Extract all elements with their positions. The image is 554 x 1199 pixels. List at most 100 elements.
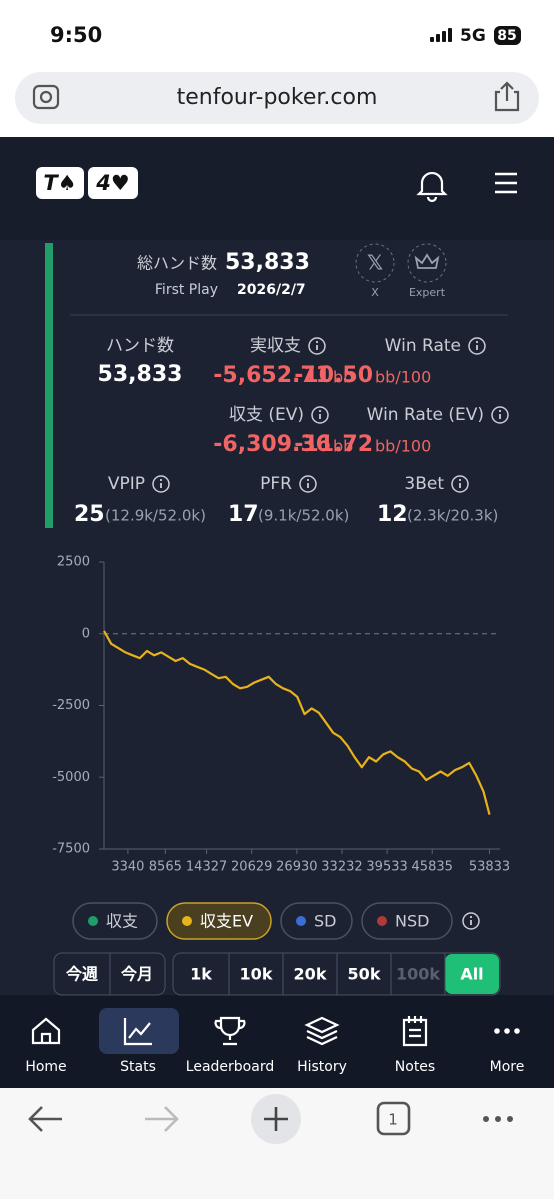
badge-expert: [407, 243, 447, 283]
info-icon[interactable]: [462, 912, 480, 930]
stat-label: 収支 (EV): [229, 405, 304, 425]
stat-unit: bb: [333, 437, 353, 456]
info-icon-dot: [469, 915, 473, 919]
nav-label[interactable]: Leaderboard: [186, 1059, 274, 1075]
nav-label[interactable]: More: [490, 1059, 525, 1075]
menu-dots[interactable]: [483, 1116, 513, 1122]
toggle-button[interactable]: [72, 902, 158, 940]
crown-icon: [414, 253, 440, 269]
toggle-button[interactable]: [361, 902, 453, 940]
info-icon-dot: [306, 478, 310, 482]
range-button[interactable]: 今月: [121, 965, 153, 984]
url-bar[interactable]: [15, 72, 539, 124]
battery-level: 85: [497, 28, 516, 44]
x-tick-label: 14327: [186, 860, 227, 875]
menu-icon[interactable]: [495, 172, 517, 194]
share-icon[interactable]: [494, 81, 520, 112]
info-icon[interactable]: [308, 337, 326, 355]
range-button[interactable]: 1k: [190, 965, 212, 984]
stat-value: -10.50: [294, 363, 373, 388]
x-tick-label: 39533: [366, 860, 407, 875]
nav-label[interactable]: Stats: [120, 1059, 156, 1075]
trophy-icon[interactable]: [214, 1016, 246, 1046]
nav-icons: [31, 1016, 428, 1047]
y-tick-label: 0: [82, 626, 90, 641]
range-button[interactable]: 10k: [240, 965, 273, 984]
first-play-label: First Play: [155, 282, 218, 298]
info-icon[interactable]: [491, 406, 509, 424]
stats-icon[interactable]: [123, 1018, 152, 1046]
badge-x-glyph: 𝕏: [367, 251, 383, 275]
info-icon[interactable]: [451, 475, 469, 493]
toggle-label: 収支: [106, 912, 138, 931]
x-tick-label: 53833: [469, 860, 510, 875]
stat-value: -5,652.71: [213, 363, 331, 388]
y-tick-label: 2500: [57, 555, 90, 570]
first-play: 2026/2/7: [237, 282, 306, 298]
forward-button[interactable]: [145, 1106, 179, 1132]
notes-icon[interactable]: [402, 1016, 428, 1047]
info-icon[interactable]: [299, 475, 317, 493]
toggle-label: SD: [314, 912, 336, 931]
stat-detail: (12.9k/52.0k): [105, 507, 206, 525]
x-tick-label: 3340: [111, 860, 144, 875]
status-time: 9:50: [50, 23, 102, 47]
toggle-dot: [88, 916, 98, 926]
range-active[interactable]: [445, 954, 499, 994]
stat-value: -6,309.36: [213, 432, 331, 457]
info-icon[interactable]: [468, 337, 486, 355]
range-button[interactable]: 20k: [294, 965, 327, 984]
site-settings-icon[interactable]: [32, 84, 60, 110]
home-icon[interactable]: [31, 1017, 61, 1045]
stat-value: -11.72: [294, 432, 373, 457]
stat-label: ハンド数: [106, 336, 174, 356]
nav-bar: [0, 995, 554, 1088]
info-icon-dot: [159, 478, 163, 482]
back-button[interactable]: [28, 1106, 62, 1132]
stat-label: PFR: [260, 474, 292, 494]
x-tick-label: 45835: [412, 860, 453, 875]
info-icon[interactable]: [152, 475, 170, 493]
stat-label: Win Rate: [385, 336, 461, 356]
toolbar-icons: [28, 1094, 411, 1144]
x-tick-label: 8565: [149, 860, 182, 875]
y-tick-label: -7500: [52, 842, 90, 857]
range-button[interactable]: All: [460, 965, 483, 984]
toggle-dot: [182, 916, 192, 926]
range-button[interactable]: 50k: [348, 965, 381, 984]
x-tick-label: 33232: [321, 860, 362, 875]
tab-count: 1: [388, 1111, 398, 1129]
info-icon[interactable]: [311, 406, 329, 424]
more-icon[interactable]: [494, 1028, 520, 1034]
tabs-button[interactable]: [376, 1101, 411, 1136]
stat-value: 25: [74, 502, 105, 527]
history-icon[interactable]: [304, 1016, 340, 1046]
toggle-button[interactable]: [280, 902, 353, 940]
nav-label[interactable]: Home: [25, 1059, 66, 1075]
total-hands-label: 総ハンド数: [137, 254, 217, 273]
range-button[interactable]: 100k: [396, 965, 440, 984]
toggle-dot: [377, 916, 387, 926]
stat-detail: (2.3k/20.3k): [407, 507, 498, 525]
stat-value: 53,833: [98, 362, 183, 387]
range-button[interactable]: 今週: [66, 965, 98, 984]
stat-unit: bb: [333, 368, 353, 387]
info-icon-dot: [315, 340, 319, 344]
stat-value: 17: [228, 502, 259, 527]
badge-label: Expert: [409, 286, 446, 299]
nav-label[interactable]: History: [297, 1059, 347, 1075]
bell-icon[interactable]: [416, 171, 448, 203]
total-hands: 53,833: [225, 250, 310, 275]
stat-unit: bb/100: [375, 437, 431, 456]
toggle-dot: [296, 916, 306, 926]
toggle-button[interactable]: [166, 902, 272, 940]
stat-value: 12: [377, 502, 408, 527]
stat-label: Win Rate (EV): [367, 405, 484, 425]
signal-icon: [430, 28, 452, 42]
stat-label: 3Bet: [404, 474, 444, 494]
badge-label: X: [371, 286, 379, 299]
network-label: 5G: [460, 26, 486, 46]
url-text[interactable]: tenfour-poker.com: [177, 85, 378, 110]
nav-label[interactable]: Notes: [395, 1059, 435, 1075]
